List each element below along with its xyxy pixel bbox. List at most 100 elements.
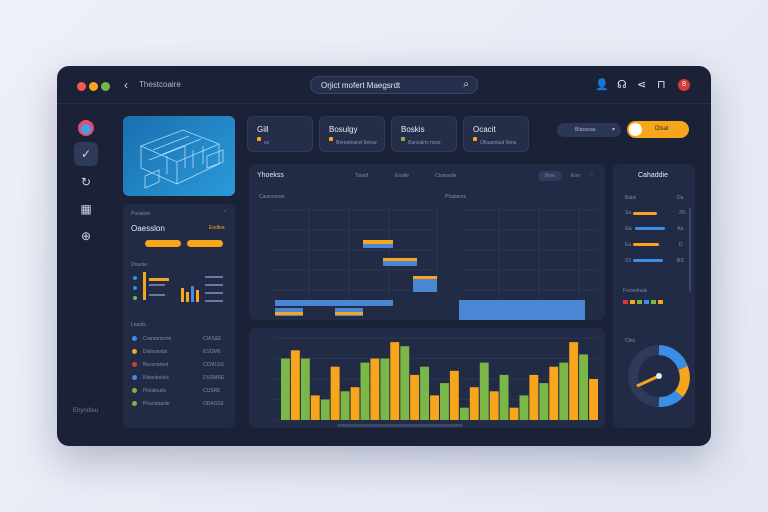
select-value: Blasseaa	[575, 127, 596, 133]
chart-bar[interactable]	[579, 354, 588, 420]
chip-2[interactable]: Eon	[571, 173, 580, 179]
row-bar	[633, 243, 659, 246]
chevron-icon[interactable]: ⌃	[223, 210, 228, 216]
stat-sub: Bereatnaret 9elow	[336, 140, 377, 146]
chart-bar[interactable]	[330, 366, 340, 420]
stat-card-2[interactable]: Bosulgy Bereatnaret 9elow	[319, 116, 385, 152]
chart-bar[interactable]	[350, 387, 360, 420]
check-icon[interactable]: ✓	[74, 142, 98, 166]
gantt-chart	[269, 206, 599, 320]
chart-bar[interactable]	[459, 407, 469, 420]
row-bar	[635, 227, 665, 230]
globe-icon[interactable]: ⊕	[80, 229, 92, 243]
stat-title: Bosulgy	[329, 125, 358, 134]
chart-bar[interactable]	[310, 395, 320, 420]
chart-bar[interactable]	[589, 379, 598, 420]
stat-card-1[interactable]: Gill ss	[247, 116, 313, 152]
search-text: Orjict mofert Maegsrdt	[321, 81, 401, 90]
list-item-value: DSSMRE	[203, 375, 225, 381]
chart-bar[interactable]	[370, 358, 380, 421]
chart-bar[interactable]	[529, 374, 539, 420]
toggle-label: Dlsal	[655, 126, 669, 132]
row-val: BS	[677, 258, 684, 264]
chart-bar[interactable]	[320, 399, 330, 421]
back-arrow-icon[interactable]: ‹	[124, 78, 128, 92]
search-icon[interactable]: ⌕	[463, 79, 469, 90]
close-dot[interactable]	[77, 82, 86, 91]
chart-bar[interactable]	[420, 366, 429, 420]
chart-bar[interactable]	[400, 346, 410, 420]
chart-bar[interactable]	[569, 342, 579, 420]
mode-toggle[interactable]: Dlsal	[627, 121, 689, 138]
chart-bar[interactable]	[440, 383, 449, 420]
row-label: Batsi	[625, 195, 637, 201]
stat-sub: Ofsuaniaut 9snu	[480, 140, 517, 146]
chart-bar[interactable]	[449, 370, 459, 420]
scrollbar[interactable]	[689, 208, 691, 292]
chart-bar[interactable]	[499, 374, 509, 420]
row-val: Da	[677, 195, 684, 201]
tab-3[interactable]: Ctoesede	[435, 173, 457, 179]
right-panel-footer: Forowlnuls	[623, 288, 648, 294]
stat-marker	[473, 137, 477, 141]
chart-bar[interactable]	[469, 387, 479, 420]
chart-bar[interactable]	[479, 362, 489, 420]
list-dot	[132, 375, 137, 380]
chart-bar[interactable]	[539, 383, 549, 420]
chart-bar[interactable]	[489, 391, 499, 420]
headset-icon[interactable]: ☊	[617, 79, 627, 91]
maximize-dot[interactable]	[101, 82, 110, 91]
chart-bar[interactable]	[281, 358, 290, 421]
row-label: Ga	[625, 226, 632, 232]
chart-bar[interactable]	[360, 362, 370, 420]
section-title: Lnaals	[131, 322, 146, 328]
list-dot	[132, 336, 137, 341]
list-item-label: Crarsanicmn	[143, 336, 172, 342]
timeline-panel: Yhoekss Toiadt Esatle Ctoesede Ihoo Eon …	[249, 164, 605, 320]
legend-swatch	[623, 300, 628, 304]
list-dot	[132, 401, 137, 406]
user-icon[interactable]: 👤	[595, 79, 609, 91]
horizontal-scrollbar[interactable]	[337, 424, 463, 427]
chart-bar[interactable]	[430, 395, 439, 420]
panel-badge: Eodlea	[209, 225, 225, 231]
info-icon[interactable]: ◌	[589, 171, 594, 178]
minimize-dot[interactable]	[89, 82, 98, 91]
chart-bar[interactable]	[290, 350, 300, 420]
avatar[interactable]	[74, 116, 98, 140]
list-item-label: Bevsnalwnl	[143, 362, 169, 368]
chart-bar[interactable]	[380, 358, 390, 421]
chart-bar[interactable]	[390, 342, 400, 420]
chart-bar[interactable]	[410, 374, 420, 420]
share-icon[interactable]: ⋖	[637, 79, 647, 91]
legend-swatch	[651, 300, 656, 304]
titlebar: ‹ Thestcoaire Orjict mofert Maegsrdt ⌕ 👤…	[57, 66, 711, 104]
chevron-down-icon: ▾	[611, 127, 615, 133]
list-item-label: Phandaanle	[143, 401, 170, 407]
refresh-icon[interactable]: ↻	[80, 175, 92, 189]
chart-bar[interactable]	[559, 362, 569, 420]
tab-2[interactable]: Esatle	[395, 173, 409, 179]
search-input[interactable]: Orjict mofert Maegsrdt ⌕	[310, 76, 478, 94]
progress-pill-b	[187, 240, 223, 247]
chart-bar[interactable]	[340, 391, 350, 420]
stat-marker	[329, 137, 333, 141]
machine-image	[123, 116, 235, 196]
chart-bar[interactable]	[549, 366, 559, 420]
notification-badge[interactable]: 8	[678, 79, 690, 91]
grid-icon[interactable]: ▦	[80, 202, 92, 216]
stat-card-4[interactable]: Ocacit Ofsuaniaut 9snu	[463, 116, 529, 152]
list-item-label: Kbiarleniuls	[143, 375, 169, 381]
stat-marker	[401, 137, 405, 141]
filter-select[interactable]: Blasseaa ▾	[557, 123, 621, 137]
panel-name: Oaesslon	[131, 224, 165, 233]
row-label: Ea	[625, 242, 632, 248]
chart-bar[interactable]	[509, 407, 519, 420]
chart-bar[interactable]	[300, 358, 310, 421]
stat-card-3[interactable]: Boskis Bansalmi noss	[391, 116, 457, 152]
bag-icon[interactable]: ⊓	[657, 79, 666, 91]
stat-marker	[257, 137, 261, 141]
chart-bar[interactable]	[519, 395, 529, 420]
tab-1[interactable]: Toiadt	[355, 173, 369, 179]
chip-1[interactable]: Ihoo	[539, 171, 561, 181]
